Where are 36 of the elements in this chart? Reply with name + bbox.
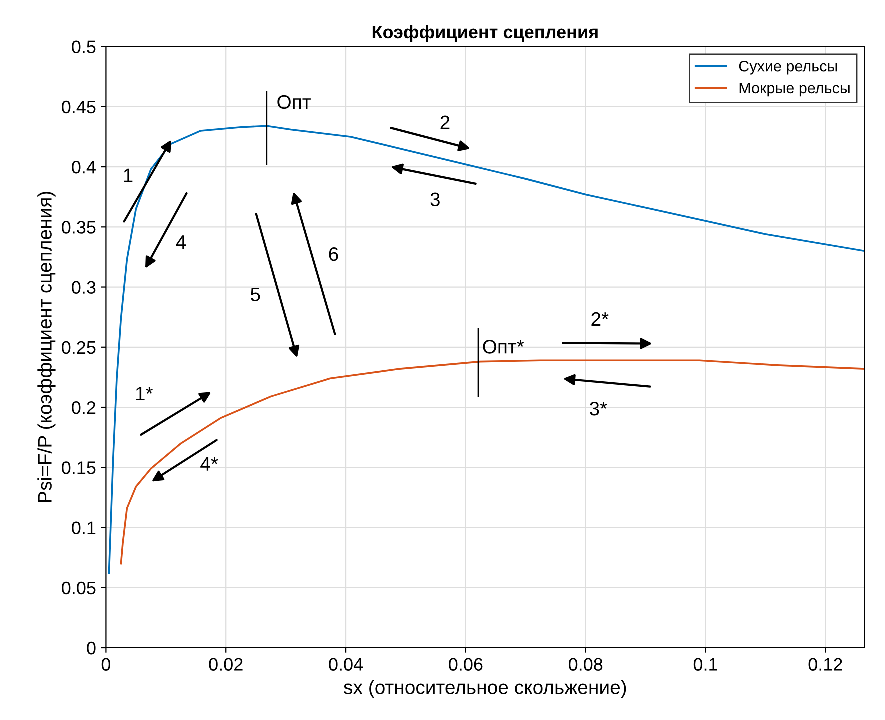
annotation: 2* [592,312,609,326]
y-tick-label: 0.25 [62,341,96,354]
y-tick-label: 0 [87,642,96,655]
legend-label: Мокрые рельсы [740,82,850,97]
x-tick-label: 0.06 [449,658,483,671]
annotation: 2 [440,116,450,130]
annotation: 3 [430,192,440,207]
x-tick-label: 0.08 [568,658,603,671]
y-tick-label: 0.5 [72,40,96,54]
chart-title: Коэффициент сцепления [372,25,598,42]
line-series [120,360,865,565]
y-tick-label: 0.4 [72,160,96,174]
y-tick-label: 0.2 [72,401,96,414]
y-tick-label: 0.45 [62,100,96,114]
x-tick-label: 0.02 [209,658,243,671]
y-axis-title: Psi=F/P (коэффициент сцепления) [38,192,56,502]
ref-line-label: Опт [278,95,311,110]
y-tick-label: 0.3 [72,281,96,294]
annotation: 4* [200,457,218,471]
annotation: 3* [590,402,608,416]
annotation: 1 [124,168,133,182]
y-tick-label: 0.1 [72,522,96,534]
annotation: 4 [176,236,186,250]
x-tick-label: 0.12 [808,658,842,671]
annotation: 6 [329,247,338,262]
x-axis-title: sx (относительное скольжение) [344,680,626,698]
x-tick-label: 0.04 [329,658,364,671]
ref-line-label: Опт* [483,340,524,354]
annotation: 1* [136,387,154,401]
y-tick-label: 0.15 [62,462,96,474]
y-tick-label: 0.05 [62,582,96,595]
x-tick-label: 0 [102,658,111,671]
x-tick-label: 0.1 [694,658,718,671]
legend-label: Сухие рельсы [739,60,838,75]
annotation: 5 [250,288,260,302]
y-tick-label: 0.35 [62,221,96,234]
